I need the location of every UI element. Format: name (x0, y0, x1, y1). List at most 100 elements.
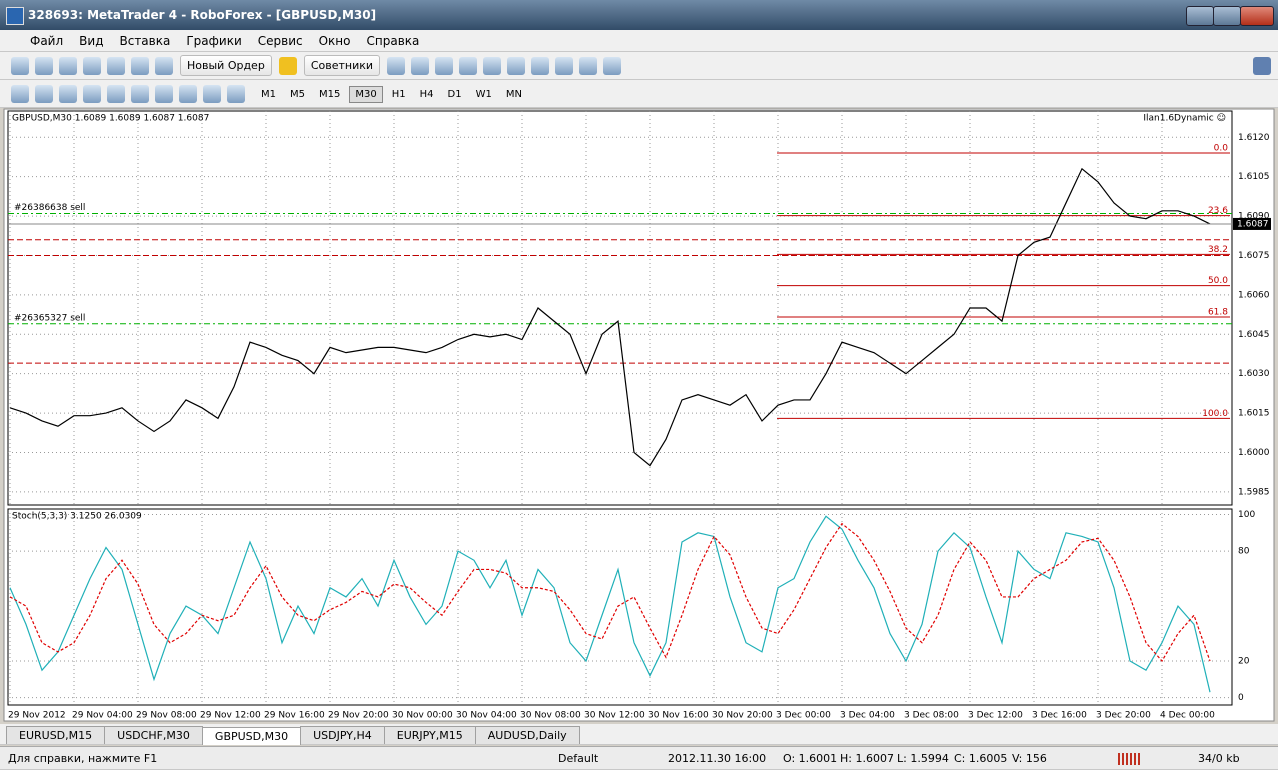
x-tick-label: 4 Dec 00:00 (1160, 711, 1215, 721)
tool-icon[interactable] (459, 56, 478, 75)
fibo-label: 50.0 (1208, 276, 1228, 286)
timeframe-button[interactable]: D1 (447, 89, 462, 100)
status-volume: V: 156 (1012, 752, 1047, 765)
title-bar: 328693: MetaTrader 4 - RoboForex - [GBPU… (0, 0, 1278, 30)
timeframe-button[interactable]: MN (505, 89, 522, 100)
timeframe-button[interactable]: H4 (419, 89, 434, 100)
tool-icon[interactable] (1253, 56, 1271, 75)
tool-icon[interactable] (107, 84, 125, 103)
x-tick-label: 29 Nov 20:00 (328, 711, 389, 721)
order-label: #26386638 sell (14, 203, 85, 213)
expert-label: Ilan1.6Dynamic ☺ (1143, 113, 1226, 124)
maximize-button[interactable] (1213, 6, 1241, 26)
timeframe-button[interactable]: M5 (290, 89, 305, 100)
chart-tab[interactable]: AUDUSD,Daily (474, 726, 580, 744)
fibo-label: 0.0 (1214, 144, 1229, 154)
chart-area: 1.5985 1.6000 1.6015 1.6030 1.6045 1.6060 1.60… (3, 108, 1275, 722)
experts-button[interactable]: Советники (303, 55, 381, 76)
tool-icon[interactable] (35, 84, 53, 103)
app-icon (6, 7, 24, 25)
tool-icon[interactable] (227, 84, 245, 103)
y-tick-label: 1.6030 (1238, 369, 1270, 379)
timeframes: M1 M5 M15 M30 H1 H4 D1 W1 MN (254, 86, 529, 103)
minimize-button[interactable] (1186, 6, 1214, 26)
timeframe-button[interactable]: M15 (319, 89, 341, 100)
chart-tab[interactable]: USDCHF,M30 (104, 726, 203, 744)
tool-icon[interactable] (579, 56, 598, 75)
menu-item[interactable]: Справка (366, 33, 420, 48)
timeframe-button[interactable]: H1 (391, 89, 406, 100)
menu-item[interactable]: Графики (186, 33, 242, 48)
y-tick-label: 1.6105 (1238, 172, 1270, 182)
window-title: 328693: MetaTrader 4 - RoboForex - [GBPU… (28, 8, 377, 22)
x-tick-label: 29 Nov 08:00 (136, 711, 197, 721)
status-low: L: 1.5994 (897, 752, 949, 765)
tool-icon[interactable] (83, 84, 101, 103)
drawing-toolbar: M1 M5 M15 M30 H1 H4 D1 W1 MN (0, 80, 1278, 108)
new-order-button[interactable]: Новый Ордер (180, 55, 272, 76)
status-traffic: 34/0 kb (1198, 752, 1240, 765)
tool-icon[interactable] (555, 56, 574, 75)
tool-icon[interactable] (179, 84, 197, 103)
tool-icon[interactable] (483, 56, 502, 75)
y-tick-label: 1.6120 (1238, 133, 1270, 143)
tool-icon[interactable] (59, 56, 77, 75)
tool-icon[interactable] (83, 56, 101, 75)
x-tick-label: 29 Nov 2012 (8, 711, 66, 721)
y-tick-label: 1.5985 (1238, 487, 1270, 497)
chart-tab[interactable]: USDJPY,H4 (300, 726, 385, 744)
menu-item[interactable]: Вид (79, 33, 104, 48)
tool-icon[interactable] (203, 84, 221, 103)
tool-icon[interactable] (507, 56, 526, 75)
status-high: H: 1.6007 (840, 752, 894, 765)
pane-title: GBPUSD,M30 1.6089 1.6089 1.6087 1.6087 (12, 114, 209, 124)
menu-item[interactable]: Окно (318, 33, 351, 48)
timeframe-button[interactable]: M1 (261, 89, 276, 100)
tool-icon[interactable] (59, 84, 77, 103)
x-tick-label: 30 Nov 16:00 (648, 711, 709, 721)
tool-icon[interactable] (35, 56, 53, 75)
timeframe-button[interactable]: W1 (475, 89, 492, 100)
timeframe-button[interactable]: M30 (349, 86, 383, 103)
x-tick-label: 3 Dec 16:00 (1032, 711, 1087, 721)
menu-item[interactable]: Вставка (119, 33, 171, 48)
chart-tab[interactable]: GBPUSD,M30 (201, 727, 302, 745)
tool-icon[interactable] (435, 56, 454, 75)
fibo-label: 61.8 (1208, 307, 1228, 317)
pane-title: Stoch(5,3,3) 3.1250 26.0309 (12, 512, 142, 522)
menu-item[interactable]: Сервис (257, 33, 303, 48)
x-tick-label: 30 Nov 12:00 (584, 711, 645, 721)
chart-tab[interactable]: EURUSD,M15 (6, 726, 106, 744)
tool-icon[interactable] (107, 56, 125, 75)
x-tick-label: 3 Dec 00:00 (776, 711, 831, 721)
status-open: O: 1.6001 (783, 752, 838, 765)
x-tick-label: 29 Nov 04:00 (72, 711, 133, 721)
chart-tab[interactable]: EURJPY,M15 (383, 726, 476, 744)
tool-icon[interactable] (278, 56, 297, 75)
tool-icon[interactable] (603, 56, 622, 75)
fibo-label: 38.2 (1208, 245, 1228, 255)
menu-item[interactable]: Файл (30, 33, 64, 48)
tool-icon[interactable] (387, 56, 406, 75)
x-tick-label: 30 Nov 08:00 (520, 711, 581, 721)
tool-icon[interactable] (411, 56, 430, 75)
y-tick-label: 1.6045 (1238, 330, 1270, 340)
chart-tabs: EURUSD,M15 USDCHF,M30 GBPUSD,M30 USDJPY,H4 E… (0, 724, 1278, 745)
y-tick-label: 1.6015 (1238, 409, 1270, 419)
tool-icon[interactable] (131, 84, 149, 103)
y-tick-label: 100 (1238, 510, 1255, 520)
menu-bar: Файл Вид Вставка Графики Сервис Окно Справка (0, 30, 1278, 52)
order-label: #26365327 sell (14, 313, 85, 323)
x-tick-label: 30 Nov 04:00 (456, 711, 517, 721)
tool-icon[interactable] (11, 84, 29, 103)
y-tick-label: 1.6075 (1238, 251, 1270, 261)
y-tick-label: 0 (1238, 693, 1244, 703)
tool-icon[interactable] (155, 84, 173, 103)
tool-icon[interactable] (531, 56, 550, 75)
status-time: 2012.11.30 16:00 (668, 752, 767, 765)
tool-icon[interactable] (131, 56, 149, 75)
close-button[interactable] (1240, 6, 1274, 26)
tool-icon[interactable] (155, 56, 173, 75)
tool-icon[interactable] (11, 56, 29, 75)
